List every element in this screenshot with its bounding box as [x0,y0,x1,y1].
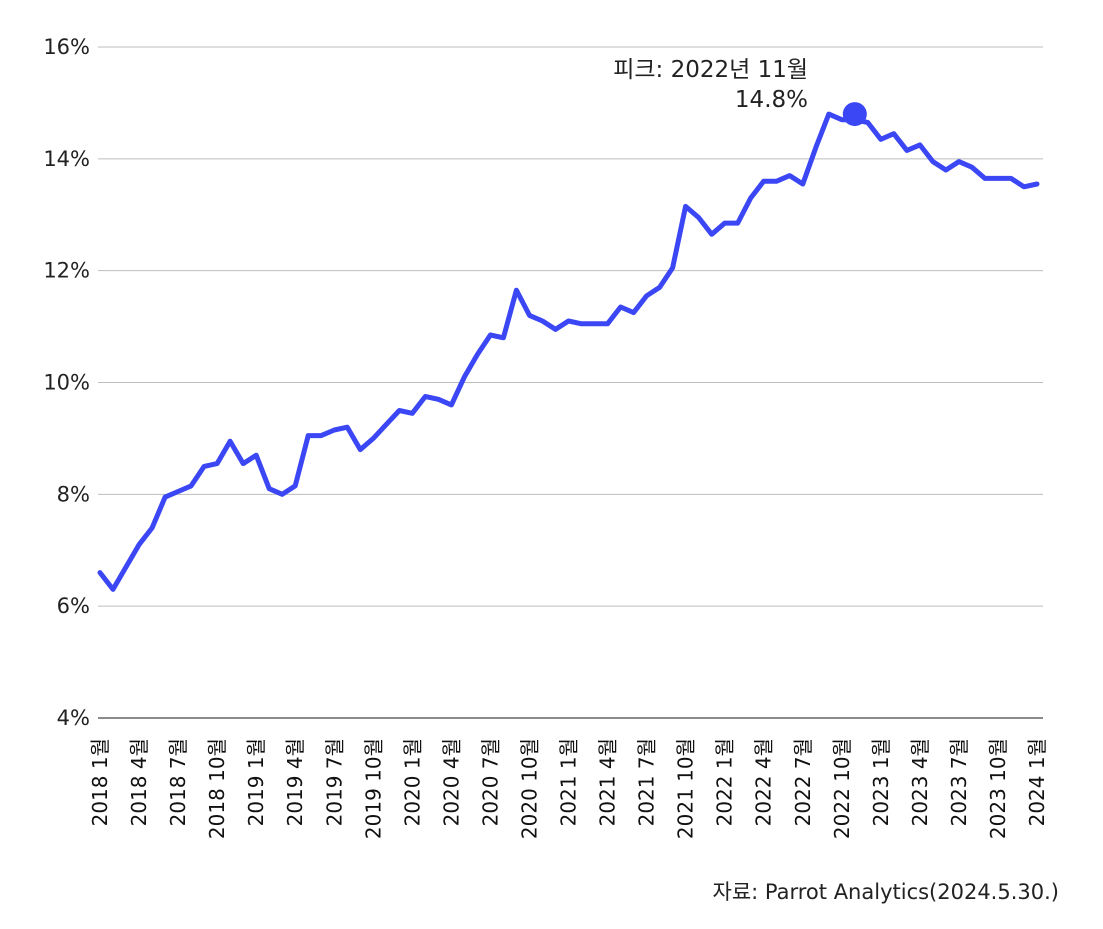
source-note: 자료: Parrot Analytics(2024.5.30.) [712,880,1059,904]
x-tick-label: 2020 7월 [478,738,502,826]
series-group [97,111,1040,592]
x-tick-label: 2018 4월 [127,738,151,826]
x-tick-label: 2024 1월 [1025,738,1049,826]
x-tick-label: 2022 4월 [752,738,776,826]
y-tick-label: 12% [43,259,90,283]
x-tick-label: 2021 10월 [674,738,698,839]
y-tick-label: 8% [57,482,90,506]
peak-marker [842,102,867,127]
grid-lines [98,46,1043,719]
x-tick-label: 2022 10월 [830,738,854,839]
y-tick-label: 6% [57,594,90,618]
peak-annotation: 피크: 2022년 11월 14.8% [613,57,867,127]
x-tick-label: 2021 7월 [635,738,659,826]
x-tick-label: 2023 4월 [908,738,932,826]
x-tick-label: 2019 1월 [244,738,268,826]
y-tick-label: 16% [43,35,90,59]
x-tick-label: 2021 1월 [557,738,581,826]
x-tick-label: 2023 10월 [986,738,1010,839]
x-tick-label: 2020 4월 [439,738,463,826]
peak-label: 피크: 2022년 11월 [613,57,808,83]
peak-value-label: 14.8% [735,87,808,113]
y-axis: 4% 6% 8% 10% 12% 14% 16% [43,35,90,730]
x-tick-label: 2018 1월 [88,738,112,826]
x-tick-label: 2023 1월 [869,738,893,826]
x-tick-label: 2019 4월 [283,738,307,826]
x-tick-label: 2022 7월 [791,738,815,826]
line-chart: 4% 6% 8% 10% 12% 14% 16% 2018 1월 2018 4월 2018 7월… [43,35,1049,839]
x-axis: 2018 1월 2018 4월 2018 7월 2018 10월 2019 1월 2019… [88,738,1049,839]
x-tick-label: 2019 10월 [361,738,385,839]
x-tick-label: 2023 7월 [947,738,971,826]
x-tick-label: 2019 7월 [322,738,346,826]
y-tick-label: 10% [43,371,90,395]
y-tick-label: 14% [43,147,90,171]
x-tick-label: 2018 10월 [205,738,229,839]
x-tick-label: 2022 1월 [713,738,737,826]
x-tick-label: 2021 4월 [596,738,620,826]
x-tick-label: 2020 1월 [400,738,424,826]
x-tick-label: 2020 10월 [517,738,541,839]
x-tick-label: 2018 7월 [166,738,190,826]
y-tick-label: 4% [57,706,90,730]
series-line [97,111,1040,592]
